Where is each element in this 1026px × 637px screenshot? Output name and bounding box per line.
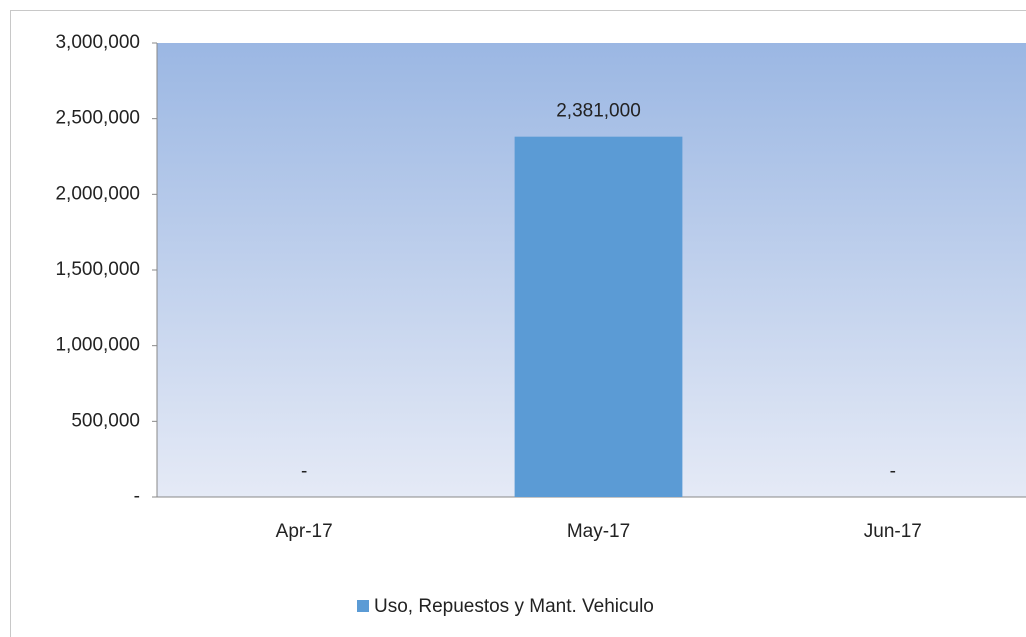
y-tick-label: 3,000,000 — [55, 32, 140, 53]
legend-label: Uso, Repuestos y Mant. Vehiculo — [374, 596, 654, 617]
y-tick-label: 500,000 — [71, 410, 140, 431]
data-label: - — [890, 461, 896, 482]
bar — [514, 136, 683, 497]
y-tick-label: - — [134, 486, 140, 507]
legend-swatch — [357, 600, 369, 612]
data-label: - — [301, 461, 307, 482]
x-tick-label: Jun-17 — [864, 521, 922, 542]
data-label: 2,381,000 — [556, 101, 641, 122]
x-tick-label: Apr-17 — [276, 521, 333, 542]
y-tick-label: 1,500,000 — [55, 259, 140, 280]
y-tick-label: 1,000,000 — [55, 335, 140, 356]
x-tick-label: May-17 — [567, 521, 630, 542]
y-tick-label: 2,500,000 — [55, 108, 140, 129]
y-tick-label: 2,000,000 — [55, 183, 140, 204]
